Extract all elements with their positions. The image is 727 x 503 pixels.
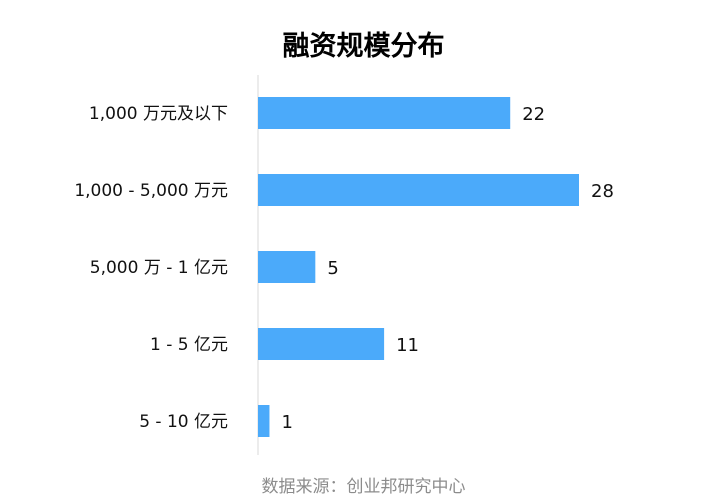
- category-label-3: 1 - 5 亿元: [150, 335, 228, 355]
- category-label-1: 1,000 - 5,000 万元: [74, 181, 228, 201]
- bar-0: [258, 97, 511, 129]
- category-label-0: 1,000 万元及以下: [89, 104, 228, 124]
- value-label-3: 11: [396, 335, 419, 356]
- value-label-2: 5: [327, 258, 338, 279]
- category-label-2: 5,000 万 - 1 亿元: [90, 258, 228, 278]
- source-note: 数据来源：创业邦研究中心: [261, 477, 466, 497]
- bar-2: [258, 251, 316, 283]
- bar-1: [258, 174, 579, 206]
- bar-3: [258, 328, 385, 360]
- chart-title: 融资规模分布: [282, 31, 445, 62]
- bar-4: [258, 405, 270, 437]
- value-label-1: 28: [591, 181, 614, 202]
- value-label-0: 22: [522, 104, 545, 125]
- bars-group: [258, 97, 579, 437]
- category-labels-group: 1,000 万元及以下 1,000 - 5,000 万元 5,000 万 - 1 亿…: [74, 104, 228, 432]
- category-label-4: 5 - 10 亿元: [139, 412, 228, 432]
- value-label-4: 1: [281, 412, 292, 433]
